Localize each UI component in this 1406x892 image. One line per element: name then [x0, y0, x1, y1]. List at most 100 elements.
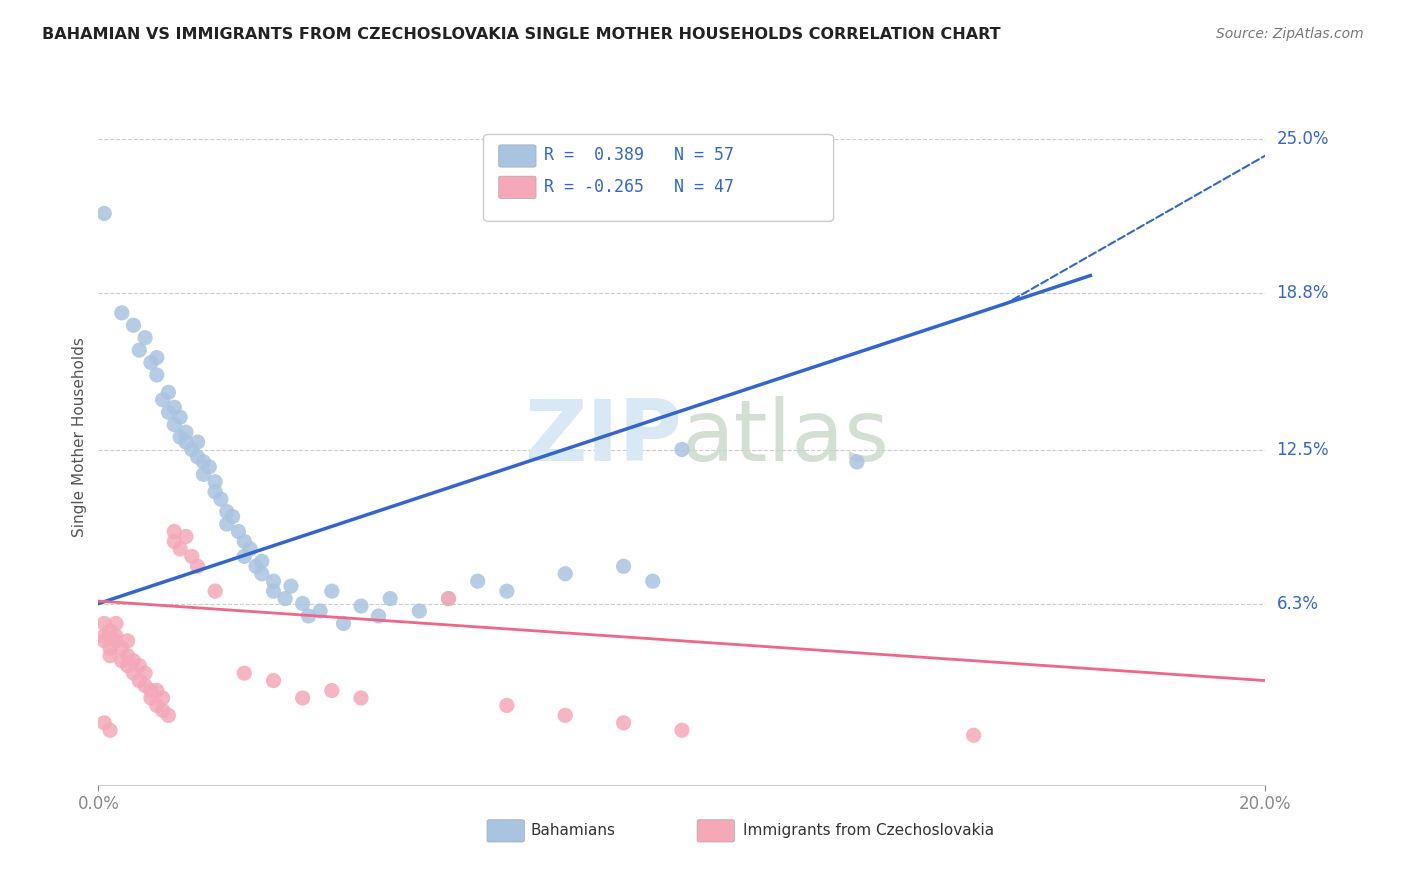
Point: [408, 604, 430, 618]
Point: [157, 405, 180, 419]
Point: [554, 566, 576, 581]
Point: [215, 505, 238, 519]
FancyBboxPatch shape: [499, 145, 536, 167]
Point: [496, 698, 519, 713]
Point: [187, 450, 209, 464]
Point: [187, 435, 209, 450]
Point: [128, 658, 150, 673]
Point: [98, 641, 121, 656]
Point: [280, 579, 302, 593]
Point: [93, 633, 115, 648]
FancyBboxPatch shape: [484, 135, 834, 221]
Text: BAHAMIAN VS IMMIGRANTS FROM CZECHOSLOVAKIA SINGLE MOTHER HOUSEHOLDS CORRELATION : BAHAMIAN VS IMMIGRANTS FROM CZECHOSLOVAK…: [42, 27, 1001, 42]
Point: [111, 641, 134, 656]
Point: [332, 616, 354, 631]
Point: [193, 467, 215, 482]
Point: [297, 609, 319, 624]
Text: R = -0.265   N = 47: R = -0.265 N = 47: [544, 178, 734, 195]
Point: [204, 584, 226, 599]
Point: [198, 459, 221, 474]
Point: [117, 633, 139, 648]
Point: [134, 666, 156, 681]
Point: [169, 430, 191, 444]
Y-axis label: Single Mother Households: Single Mother Households: [72, 337, 87, 537]
Text: R =  0.389   N = 57: R = 0.389 N = 57: [544, 146, 734, 164]
Point: [146, 351, 169, 365]
Text: 12.5%: 12.5%: [1277, 441, 1329, 458]
Point: [93, 629, 115, 643]
Text: Bahamians: Bahamians: [530, 822, 616, 838]
Point: [128, 673, 150, 688]
FancyBboxPatch shape: [697, 820, 734, 842]
Point: [233, 666, 256, 681]
Point: [98, 624, 121, 638]
Point: [134, 331, 156, 345]
Point: [174, 435, 197, 450]
Text: Immigrants from Czechoslovakia: Immigrants from Czechoslovakia: [742, 822, 994, 838]
Point: [204, 475, 226, 489]
Point: [437, 591, 460, 606]
Point: [180, 549, 202, 564]
Point: [671, 723, 693, 738]
Text: 6.3%: 6.3%: [1277, 595, 1319, 613]
Point: [104, 629, 127, 643]
Point: [321, 584, 343, 599]
FancyBboxPatch shape: [486, 820, 524, 842]
Point: [111, 654, 134, 668]
Point: [139, 690, 162, 705]
Point: [671, 442, 693, 457]
Text: ZIP: ZIP: [524, 395, 682, 479]
Point: [152, 392, 174, 407]
Text: 18.8%: 18.8%: [1277, 284, 1329, 302]
Point: [139, 355, 162, 369]
Point: [612, 559, 634, 574]
Point: [291, 597, 314, 611]
Point: [215, 516, 238, 531]
Point: [93, 206, 115, 220]
Point: [122, 318, 145, 333]
Point: [122, 666, 145, 681]
Point: [262, 584, 284, 599]
Point: [98, 723, 121, 738]
Point: [309, 604, 332, 618]
Point: [367, 609, 389, 624]
Point: [122, 654, 145, 668]
Text: atlas: atlas: [682, 395, 890, 479]
Point: [169, 541, 191, 556]
Point: [250, 554, 273, 568]
Point: [193, 455, 215, 469]
Point: [128, 343, 150, 357]
Point: [111, 306, 134, 320]
Point: [437, 591, 460, 606]
Point: [146, 683, 169, 698]
Point: [380, 591, 402, 606]
Point: [496, 584, 519, 599]
Point: [350, 690, 373, 705]
Point: [612, 715, 634, 730]
Point: [98, 648, 121, 663]
Point: [139, 683, 162, 698]
Point: [187, 559, 209, 574]
Point: [204, 484, 226, 499]
Point: [180, 442, 202, 457]
Point: [245, 559, 267, 574]
Point: [157, 708, 180, 723]
Point: [117, 648, 139, 663]
Point: [104, 616, 127, 631]
Point: [350, 599, 373, 613]
Point: [117, 658, 139, 673]
Point: [152, 703, 174, 717]
Point: [163, 534, 186, 549]
Point: [239, 541, 262, 556]
Point: [152, 690, 174, 705]
Point: [146, 368, 169, 382]
Point: [174, 425, 197, 439]
Point: [233, 549, 256, 564]
Point: [93, 616, 115, 631]
Text: 25.0%: 25.0%: [1277, 130, 1329, 148]
FancyBboxPatch shape: [499, 177, 536, 198]
Point: [962, 728, 984, 742]
Point: [274, 591, 297, 606]
Point: [250, 566, 273, 581]
Point: [163, 524, 186, 539]
